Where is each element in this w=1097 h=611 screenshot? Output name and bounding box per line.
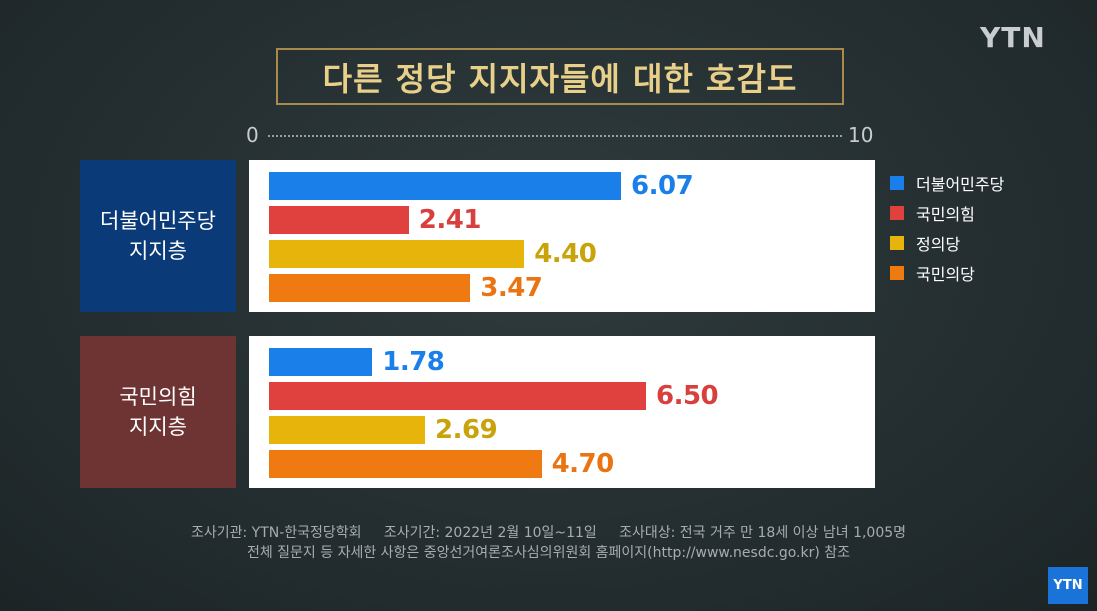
chart-title: 다른 정당 지지자들에 대한 호감도 [322, 59, 798, 98]
title-box: 다른 정당 지지자들에 대한 호감도 [276, 48, 844, 105]
legend-swatch [890, 266, 904, 280]
bar-ppp [269, 206, 409, 234]
legend-label: 더불어민주당 [916, 175, 1005, 194]
bar-value-label: 3.47 [480, 273, 543, 303]
legend-item: 더불어민주당 [890, 168, 1004, 198]
scale-min-label: 0 [246, 123, 259, 147]
legend-item: 정의당 [890, 228, 1004, 258]
legend-item: 국민의힘 [890, 198, 1004, 228]
bar-value-label: 1.78 [382, 347, 445, 377]
bar-ppp [269, 382, 646, 410]
bar-justice [269, 240, 525, 268]
bar-value-label: 2.69 [435, 415, 498, 445]
bar-people [269, 450, 542, 478]
ytn-logo: YTN [980, 21, 1046, 54]
bar-value-label: 4.40 [534, 239, 597, 269]
legend-label: 정의당 [916, 235, 961, 254]
legend-item: 국민의당 [890, 258, 1004, 288]
bar-democratic [269, 172, 622, 200]
legend-swatch [890, 236, 904, 250]
scale-max-label: 10 [848, 123, 874, 147]
footer-reference: 전체 질문지 등 자세한 사항은 중앙선거여론조사심의위원회 홈페이지(http… [246, 545, 851, 561]
legend-label: 국민의당 [916, 265, 975, 284]
bar-value-label: 6.50 [656, 381, 719, 411]
bar-value-label: 2.41 [418, 205, 482, 235]
bar-people [269, 274, 471, 302]
bar-panel-democratic-supporters: 6.07 2.41 4.40 3.47 [249, 160, 875, 312]
footer-survey-info: 조사기관: YTN-한국정당학회 조사기간: 2022년 2월 10일~11일 … [190, 525, 907, 541]
scale-line [268, 135, 842, 137]
legend-swatch [890, 176, 904, 190]
bar-justice [269, 416, 426, 444]
group-label-democratic-supporters: 더불어민주당 지지층 [80, 160, 236, 312]
legend: 더불어민주당 국민의힘 정의당 국민의당 [890, 168, 1004, 288]
group-label-ppp-supporters: 국민의힘 지지층 [80, 336, 236, 488]
bar-value-label: 4.70 [551, 449, 615, 479]
legend-label: 국민의힘 [916, 205, 975, 224]
bar-democratic [269, 348, 373, 376]
bar-value-label: 6.07 [631, 171, 694, 201]
legend-swatch [890, 206, 904, 220]
ytn-corner-logo: YTN [1048, 567, 1088, 604]
bar-panel-ppp-supporters: 1.78 6.50 2.69 4.70 [249, 336, 875, 488]
